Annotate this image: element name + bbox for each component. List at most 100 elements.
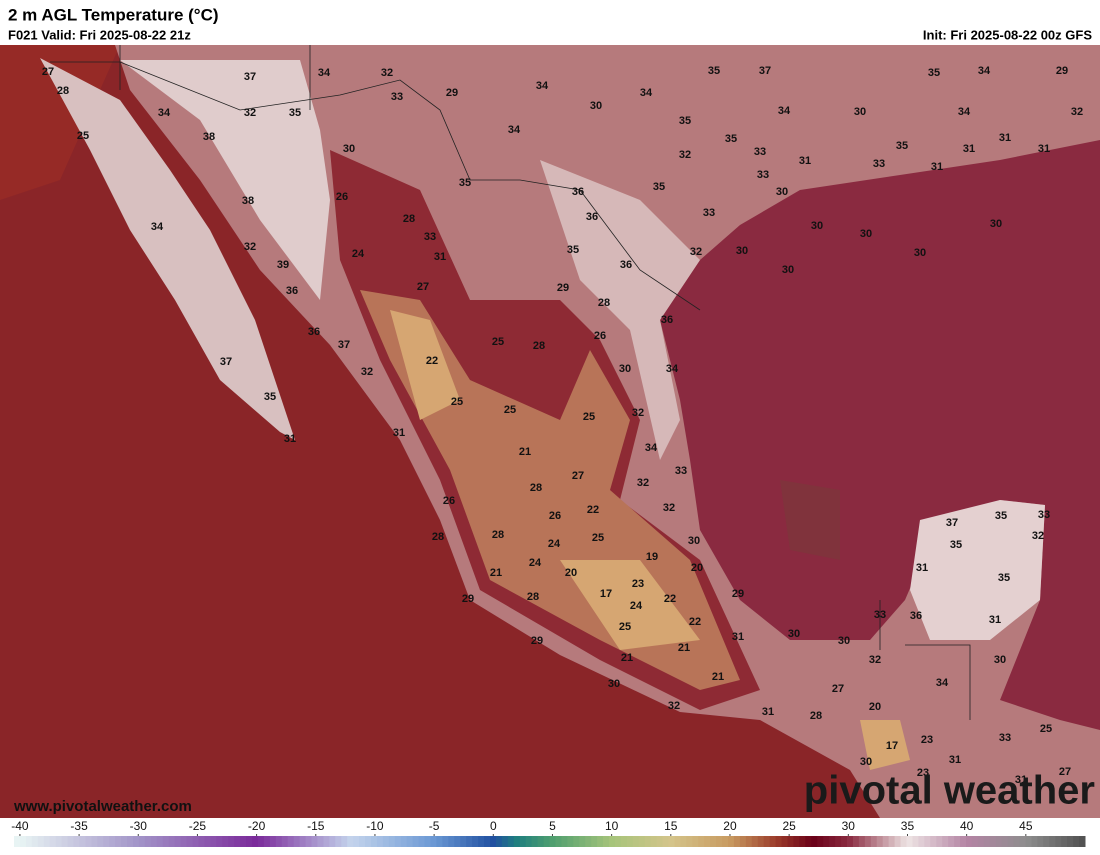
temperature-label: 29 [732, 588, 744, 600]
colorbar-tick-label: -30 [130, 819, 148, 833]
temperature-label: 21 [519, 446, 531, 458]
colorbar-cell [376, 836, 384, 847]
colorbar-cell [716, 836, 723, 847]
colorbar-cell [680, 836, 687, 847]
colorbar-cell [888, 836, 896, 847]
colorbar-tick-label: 30 [842, 819, 856, 833]
colorbar-cell [180, 836, 188, 847]
colorbar-cell [912, 836, 919, 847]
temperature-label: 34 [318, 67, 331, 79]
colorbar-cell [121, 836, 128, 847]
temperature-label: 25 [1040, 723, 1052, 735]
temperature-label: 29 [531, 635, 543, 647]
colorbar-cell [275, 836, 283, 847]
temperature-label: 32 [244, 107, 256, 119]
colorbar-cell [781, 836, 788, 847]
temperature-label: 31 [949, 754, 961, 766]
temperature-label: 35 [679, 115, 691, 127]
temperature-label: 22 [664, 593, 676, 605]
colorbar-cell [811, 836, 818, 847]
colorbar-cell [299, 836, 307, 847]
colorbar-cell [293, 836, 301, 847]
temperature-label: 24 [352, 248, 365, 260]
temperature-label: 31 [762, 706, 774, 718]
colorbar-cell [882, 836, 890, 847]
colorbar-cell [793, 836, 800, 847]
colorbar-cell [305, 836, 312, 847]
colorbar-cell [549, 836, 556, 847]
temperature-label: 30 [860, 228, 872, 240]
temperature-label: 25 [77, 130, 89, 142]
temperature-label: 20 [869, 701, 881, 713]
colorbar-cell [674, 836, 681, 847]
temperature-label: 31 [393, 427, 405, 439]
temperature-label: 30 [914, 247, 926, 259]
temperature-label: 33 [754, 146, 766, 158]
yucatan [910, 500, 1045, 640]
colorbar-cell [466, 836, 473, 847]
colorbar-cell [1019, 836, 1026, 847]
colorbar-cell [733, 836, 741, 847]
colorbar-cell [234, 836, 241, 847]
temperature-label: 30 [688, 535, 700, 547]
colorbar-cell [870, 836, 878, 847]
temperature-label: 29 [1056, 65, 1068, 77]
temperature-label: 36 [308, 326, 320, 338]
colorbar-cell [115, 836, 122, 847]
colorbar-cell [960, 836, 967, 847]
colorbar-cell [37, 836, 45, 847]
temperature-label: 34 [151, 221, 164, 233]
colorbar-cell [418, 836, 426, 847]
temperature-label: 33 [675, 465, 687, 477]
temperature-label: 27 [1059, 766, 1071, 778]
colorbar-cell [144, 836, 152, 847]
colorbar-cell [537, 836, 545, 847]
temperature-label: 31 [963, 143, 975, 155]
temperature-label: 35 [708, 65, 720, 77]
colorbar-cell [835, 836, 842, 847]
colorbar-cell [829, 836, 836, 847]
colorbar-cell [894, 836, 902, 847]
colorbar-cell [412, 836, 420, 847]
temperature-label: 25 [504, 404, 516, 416]
temperature-label: 31 [1038, 143, 1050, 155]
temperature-label: 35 [928, 67, 940, 79]
colorbar-cell [692, 836, 699, 847]
colorbar-cell [454, 836, 461, 847]
colorbar-cell [704, 836, 711, 847]
colorbar-cell [799, 836, 806, 847]
temperature-label: 28 [403, 213, 415, 225]
colorbar-cell [472, 836, 479, 847]
colorbar-cell [25, 836, 33, 847]
temperature-label: 30 [860, 756, 872, 768]
colorbar-cell [222, 836, 229, 847]
temperature-label: 30 [782, 264, 794, 276]
colorbar-cell [805, 836, 812, 847]
colorbar-cell [757, 836, 765, 847]
colorbar-cell [1025, 836, 1032, 847]
temperature-label: 36 [661, 314, 673, 326]
temperature-label: 32 [632, 407, 644, 419]
colorbar-cell [103, 836, 110, 847]
colorbar-cell [216, 836, 223, 847]
temperature-label: 36 [572, 186, 584, 198]
colorbar-cell [31, 836, 39, 847]
colorbar-cell [79, 836, 86, 847]
temperature-label: 25 [583, 411, 595, 423]
temperature-label: 37 [759, 65, 771, 77]
temperature-label: 23 [921, 734, 933, 746]
colorbar-cell [269, 836, 277, 847]
temperature-label: 36 [586, 211, 598, 223]
colorbar-tick-label: 40 [960, 819, 974, 833]
colorbar-cell [858, 836, 866, 847]
colorbar-cell [966, 836, 973, 847]
temperature-label: 24 [548, 538, 561, 550]
colorbar-cell [948, 836, 955, 847]
pacific-north [0, 45, 120, 200]
temperature-label: 30 [854, 106, 866, 118]
colorbar-cell [287, 836, 295, 847]
colorbar-cell [14, 836, 21, 847]
colorbar-cell [19, 836, 27, 847]
colorbar-cell [745, 836, 753, 847]
colorbar-cell [954, 836, 961, 847]
